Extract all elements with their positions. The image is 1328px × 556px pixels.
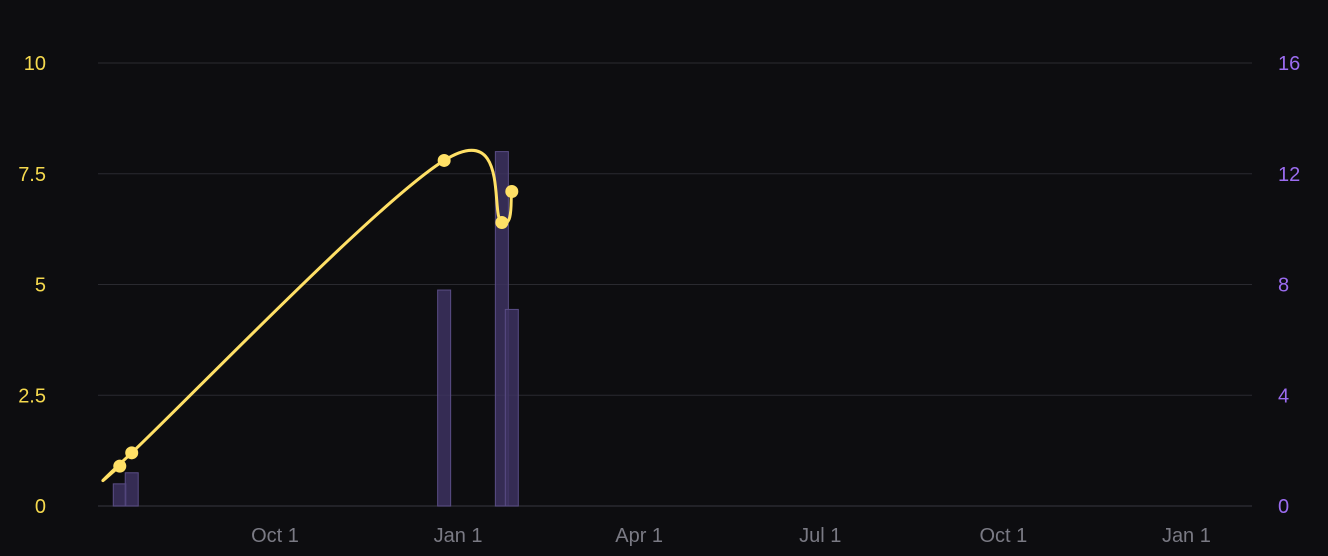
x-axis-tick-label: Oct 1 xyxy=(251,525,299,547)
right-axis-tick-label: 12 xyxy=(1278,164,1300,186)
left-axis-tick-label: 10 xyxy=(24,53,46,75)
point-layer xyxy=(113,153,519,473)
bar[interactable] xyxy=(124,472,139,507)
bar-layer xyxy=(112,151,519,507)
left-axis-tick-label: 0 xyxy=(35,496,46,518)
right-axis-tick-label: 16 xyxy=(1278,53,1300,75)
x-axis-tick-label: Jan 1 xyxy=(1162,525,1211,547)
data-point[interactable] xyxy=(505,184,519,198)
bar[interactable] xyxy=(504,308,519,507)
bar[interactable] xyxy=(437,289,452,507)
data-point[interactable] xyxy=(113,459,127,473)
x-axis-tick-label: Jul 1 xyxy=(799,525,841,547)
left-axis-tick-label: 2.5 xyxy=(18,385,46,407)
right-axis-tick-label: 8 xyxy=(1278,275,1289,297)
x-axis-tick-label: Oct 1 xyxy=(979,525,1027,547)
right-axis-tick-label: 0 xyxy=(1278,496,1289,518)
x-axis-tick-label: Jan 1 xyxy=(434,525,483,547)
left-axis-tick-label: 5 xyxy=(35,275,46,297)
bar[interactable] xyxy=(112,483,127,507)
data-point[interactable] xyxy=(437,153,451,167)
data-point[interactable] xyxy=(495,215,509,229)
right-axis-tick-label: 4 xyxy=(1278,385,1289,407)
left-axis-tick-label: 7.5 xyxy=(18,164,46,186)
data-point[interactable] xyxy=(125,446,139,460)
x-axis-tick-label: Apr 1 xyxy=(615,525,663,547)
axis-layer: 0 0 2.5 4 5 8 7.5 12 10 16 Oct 1 Jan 1 Apr 1 Jul 1 Oct… xyxy=(18,53,1300,547)
grid-layer xyxy=(98,62,1252,507)
